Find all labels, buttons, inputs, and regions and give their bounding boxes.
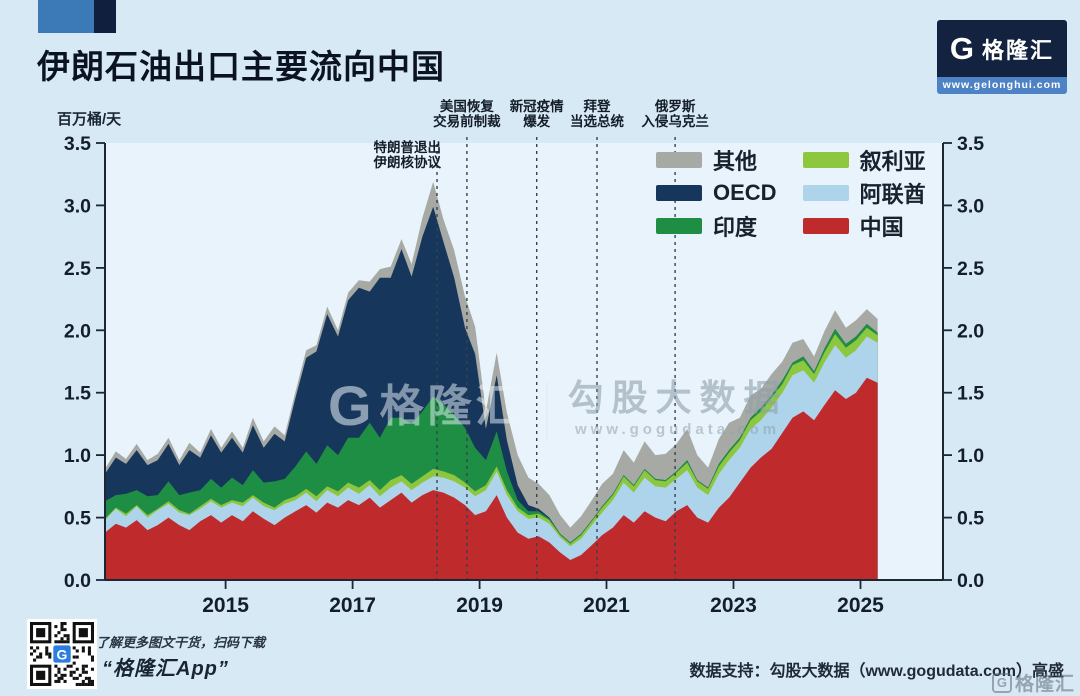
y-tick-label-left: 3.5 xyxy=(64,133,91,155)
event-label: 新冠疫情 xyxy=(510,98,564,114)
x-tick-label: 2021 xyxy=(583,594,630,617)
legend-item-叙利亚: 叙利亚 xyxy=(802,149,943,174)
legend-swatch xyxy=(802,185,849,201)
x-tick-label: 2025 xyxy=(837,594,884,617)
gelonghui-g-icon: G xyxy=(949,31,975,66)
legend-swatch xyxy=(802,218,849,234)
legend-label: 其他 xyxy=(713,149,758,174)
event-label: 当选总统 xyxy=(570,113,624,129)
gelonghui-logo: G 格隆汇 www.gelonghui.com xyxy=(937,20,1067,94)
header-mark-navy xyxy=(94,0,116,33)
event-label: 特朗普退出 xyxy=(374,139,442,155)
legend-item-印度: 印度 xyxy=(656,215,777,240)
qr-code: G xyxy=(27,619,97,689)
y-tick-label-right: 2.0 xyxy=(957,320,984,342)
legend-item-其他: 其他 xyxy=(656,149,777,174)
y-tick-label-left: 1.5 xyxy=(64,383,91,405)
x-tick-label: 2023 xyxy=(710,594,757,617)
event-label: 伊朗核协议 xyxy=(373,154,442,170)
svg-text:G: G xyxy=(57,646,68,662)
y-tick-label-right: 0.0 xyxy=(957,570,984,592)
legend-swatch xyxy=(656,218,702,234)
event-label: 俄罗斯 xyxy=(654,98,696,114)
y-tick-label-left: 2.5 xyxy=(64,258,91,280)
legend-swatch xyxy=(656,185,702,201)
legend-swatch xyxy=(656,152,702,168)
legend-item-阿联酋: 阿联酋 xyxy=(802,182,943,207)
qr-hint-text: 了解更多图文干货，扫码下载 xyxy=(96,635,266,650)
app-name-text: “格隆汇App” xyxy=(102,658,229,680)
x-tick-label: 2015 xyxy=(202,594,249,617)
y-tick-label-right: 1.0 xyxy=(957,445,984,467)
event-label: 美国恢复 xyxy=(440,98,494,114)
page-title: 伊朗石油出口主要流向中国 xyxy=(37,48,445,85)
legend-label: OECD xyxy=(713,180,777,205)
legend-label: 叙利亚 xyxy=(859,149,926,174)
y-tick-label-right: 0.5 xyxy=(957,508,984,530)
y-tick-label-right: 1.5 xyxy=(957,383,984,405)
y-tick-label-right: 3.0 xyxy=(957,195,984,217)
legend-label: 印度 xyxy=(713,215,758,240)
data-source-text: 数据支持：勾股大数据（www.gogudata.com）高盛 xyxy=(689,663,1064,680)
y-tick-label-left: 2.0 xyxy=(64,320,91,342)
y-tick-label-left: 0.5 xyxy=(64,508,91,530)
event-label: 拜登 xyxy=(584,98,612,114)
corner-g-icon: G xyxy=(991,672,1012,693)
corner-brand-text: 格隆汇 xyxy=(1014,674,1075,695)
y-tick-label-left: 0.0 xyxy=(64,570,91,592)
legend-swatch xyxy=(802,152,849,168)
y-tick-label-right: 2.5 xyxy=(957,258,984,280)
y-tick-label-right: 3.5 xyxy=(957,133,984,155)
gelonghui-brand-text: 格隆汇 xyxy=(982,37,1055,63)
legend-label: 阿联酋 xyxy=(859,182,926,207)
y-axis-unit-label: 百万桶/天 xyxy=(57,111,122,128)
gelonghui-url: www.gelonghui.com xyxy=(937,77,1067,94)
y-tick-label-left: 3.0 xyxy=(64,195,91,217)
event-label: 入侵乌克兰 xyxy=(641,113,709,129)
event-label: 交易前制裁 xyxy=(433,113,501,129)
area-中国 xyxy=(105,377,878,580)
y-tick-label-left: 1.0 xyxy=(64,445,91,467)
legend-label: 中国 xyxy=(859,215,904,240)
header-mark-blue xyxy=(38,0,94,33)
chart-legend: 其他 OECD 印度 叙利亚阿联酋中国 xyxy=(656,149,943,251)
x-tick-label: 2017 xyxy=(329,594,376,617)
corner-watermark: G 格隆汇 xyxy=(991,669,1075,696)
legend-item-OECD: OECD xyxy=(656,180,777,205)
legend-item-中国: 中国 xyxy=(802,215,943,240)
event-label: 爆发 xyxy=(523,113,550,129)
x-tick-label: 2019 xyxy=(456,594,503,617)
qr-center-g-icon xyxy=(51,643,73,665)
